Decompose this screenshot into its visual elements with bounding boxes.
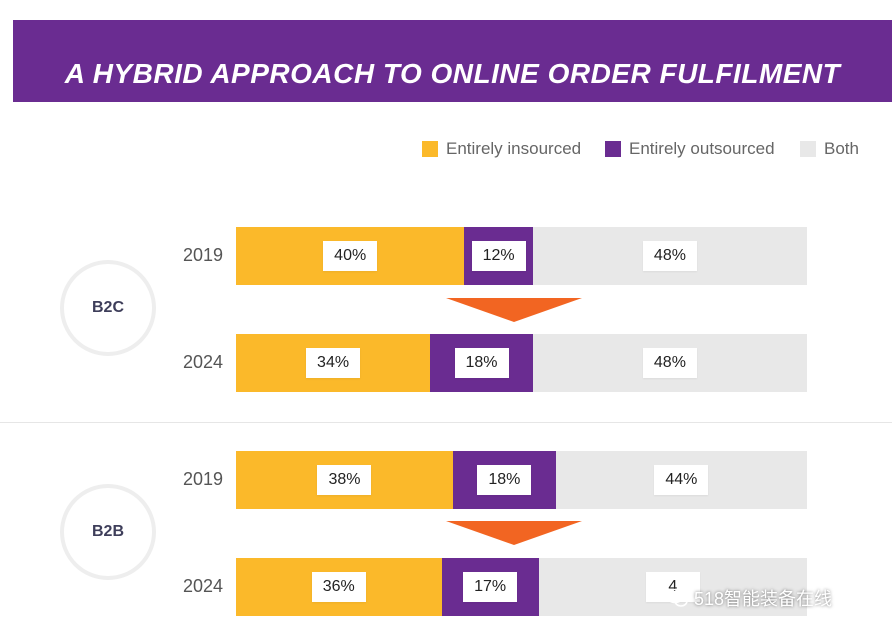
trend-arrow-icon	[446, 298, 582, 322]
legend-label-both: Both	[824, 139, 859, 158]
legend: Entirely insourced Entirely outsourced B…	[0, 138, 892, 162]
bar-segment-outsourced: 18%	[452, 451, 556, 509]
year-label: 2019	[182, 469, 223, 489]
data-label: 48%	[642, 348, 697, 378]
legend-swatch-insourced	[422, 141, 438, 157]
group-label-b2b: B2B	[60, 484, 156, 580]
watermark-text: 518智能装备在线	[694, 589, 833, 609]
stacked-bar-b2b-2019: 38% 18% 44%	[236, 451, 807, 509]
stacked-bar-b2c-2019: 40% 12% 48%	[236, 227, 807, 285]
data-label: 48%	[642, 241, 697, 271]
legend-item-both: Both	[800, 138, 859, 160]
data-label: 4	[645, 572, 700, 602]
bar-segment-both: 44%	[555, 451, 807, 509]
bar-segment-outsourced: 12%	[464, 227, 533, 285]
bar-segment-insourced: 34%	[236, 334, 431, 392]
bar-segment-insourced: 36%	[236, 558, 442, 616]
data-label: 12%	[471, 241, 526, 271]
data-label: 38%	[317, 465, 372, 495]
chart-title: A HYBRID APPROACH TO ONLINE ORDER FULFIL…	[64, 58, 841, 89]
stacked-bar-b2b-2024: 36% 17% 4	[236, 558, 807, 616]
legend-swatch-outsourced	[605, 141, 621, 157]
bar-segment-outsourced: 17%	[441, 558, 539, 616]
section-divider	[0, 422, 892, 423]
year-label: 2024	[182, 576, 223, 596]
year-label: 2024	[182, 352, 223, 372]
data-label: 34%	[306, 348, 361, 378]
year-label: 2019	[182, 245, 223, 265]
data-label: 44%	[654, 465, 709, 495]
data-label: 40%	[323, 241, 378, 271]
data-label: 18%	[477, 465, 532, 495]
legend-item-outsourced: Entirely outsourced	[605, 138, 775, 160]
watermark: 518智能装备在线	[666, 585, 832, 611]
bar-segment-outsourced: 18%	[430, 334, 533, 392]
trend-arrow-icon	[446, 521, 582, 545]
bar-segment-both: 48%	[532, 334, 807, 392]
legend-label-outsourced: Entirely outsourced	[629, 139, 775, 158]
data-label: 17%	[463, 572, 518, 602]
data-label: 36%	[311, 572, 366, 602]
bar-segment-both: 4	[538, 558, 807, 616]
wechat-icon	[666, 588, 688, 607]
title-banner: A HYBRID APPROACH TO ONLINE ORDER FULFIL…	[13, 20, 892, 102]
legend-label-insourced: Entirely insourced	[446, 139, 582, 158]
bar-segment-both: 48%	[532, 227, 807, 285]
stacked-bar-b2c-2024: 34% 18% 48%	[236, 334, 807, 392]
bar-segment-insourced: 38%	[236, 451, 453, 509]
bar-segment-insourced: 40%	[236, 227, 465, 285]
legend-swatch-both	[800, 141, 816, 157]
group-label-b2c: B2C	[60, 260, 156, 356]
data-label: 18%	[454, 348, 509, 378]
legend-item-insourced: Entirely insourced	[422, 138, 581, 160]
